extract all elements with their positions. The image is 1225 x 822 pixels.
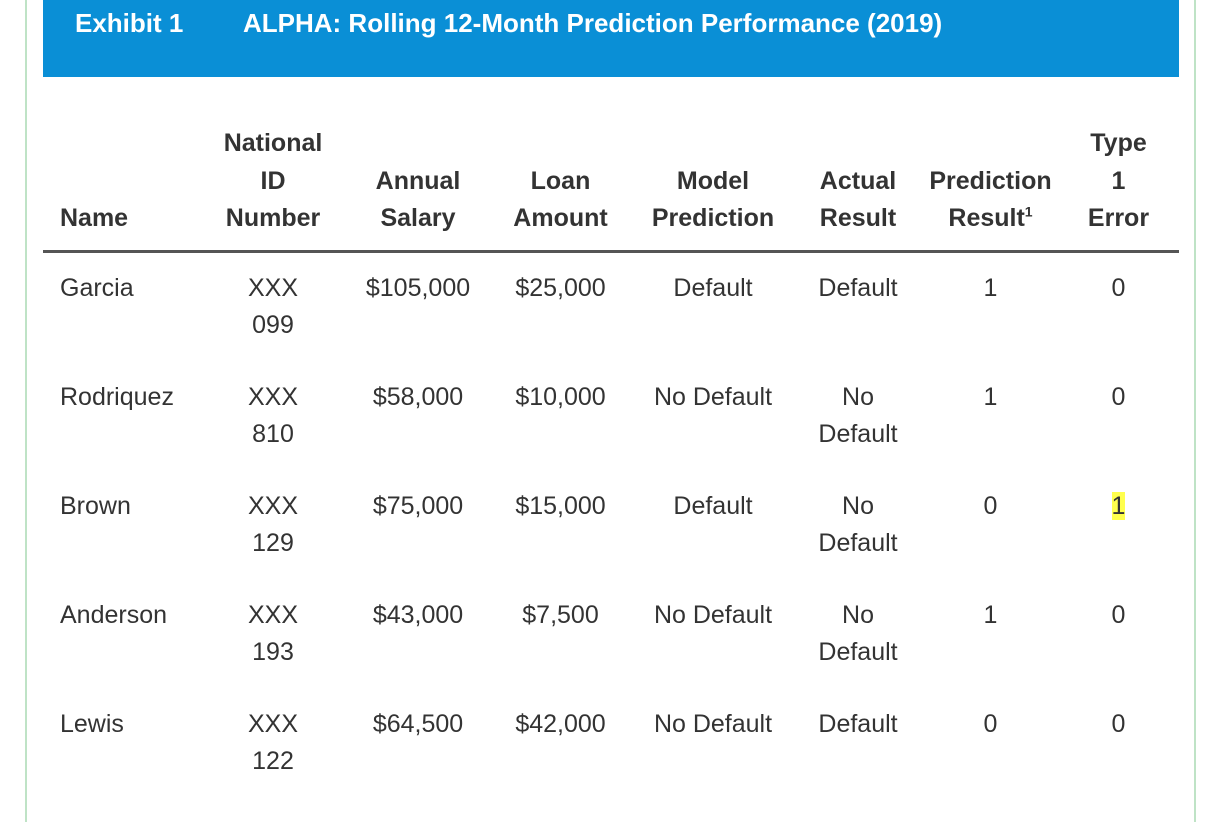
cell-annual-salary: $64,500 (372, 709, 464, 738)
cell-name: Garcia (60, 273, 134, 302)
header-prediction-result: Prediction Result1 (923, 125, 1058, 253)
footnote-marker: 1 (1024, 203, 1033, 220)
cell-model-prediction: No Default (653, 600, 773, 629)
cell-annual-salary: $105,000 (365, 273, 471, 302)
cell-type1-error: 0 (1111, 273, 1126, 302)
header-national-id: National ID Number (198, 125, 348, 253)
table-row: Anderson XXX 193 $43,000 $7,500 No Defaul… (43, 581, 1179, 690)
cell-annual-salary: $58,000 (372, 382, 464, 411)
cell-actual-result: Default (818, 273, 898, 302)
cell-actual-result: No Default (818, 491, 898, 558)
exhibit-label: Exhibit 1 (75, 8, 184, 38)
table-row: Brown XXX 129 $75,000 $15,000 Default No D… (43, 472, 1179, 581)
left-frame-border (25, 0, 27, 822)
cell-model-prediction: Default (673, 273, 753, 302)
cell-loan-amount: $25,000 (515, 273, 606, 302)
highlighted-type1-error: 1 (1111, 491, 1126, 520)
cell-prediction-result: 0 (983, 491, 998, 520)
exhibit-title: ALPHA: Rolling 12-Month Prediction Perfo… (243, 8, 943, 38)
cell-prediction-result: 0 (983, 709, 998, 738)
cell-type1-error: 1 (1058, 472, 1179, 581)
cell-model-prediction: No Default (653, 709, 773, 738)
prediction-performance-table: Name National ID Number Annual Salary Lo… (43, 125, 1179, 799)
cell-prediction-result: 1 (983, 382, 998, 411)
header-actual-result: Actual Result (793, 125, 923, 253)
table-header-row: Name National ID Number Annual Salary Lo… (43, 125, 1179, 253)
cell-actual-result: No Default (818, 600, 898, 667)
table-row: Lewis XXX 122 $64,500 $42,000 No Default … (43, 690, 1179, 799)
cell-national-id: XXX 193 (247, 600, 299, 667)
cell-type1-error: 0 (1111, 709, 1126, 738)
cell-loan-amount: $42,000 (515, 709, 606, 738)
cell-type1-error: 0 (1111, 382, 1126, 411)
cell-name: Rodriquez (60, 382, 174, 411)
exhibit-banner: Exhibit 1 ALPHA: Rolling 12-Month Predic… (43, 0, 1179, 77)
header-loan-amount: Loan Amount (488, 125, 633, 253)
cell-actual-result: No Default (818, 382, 898, 449)
cell-prediction-result: 1 (983, 600, 998, 629)
cell-name: Lewis (60, 709, 124, 738)
header-name: Name (43, 125, 198, 253)
cell-national-id: XXX 129 (247, 491, 299, 558)
cell-name: Brown (60, 491, 131, 520)
cell-prediction-result: 1 (983, 273, 998, 302)
table-row: Rodriquez XXX 810 $58,000 $10,000 No Defa… (43, 363, 1179, 472)
header-model-prediction: Model Prediction (633, 125, 793, 253)
cell-annual-salary: $43,000 (372, 600, 464, 629)
cell-loan-amount: $7,500 (522, 600, 599, 629)
table-row: Garcia XXX 099 $105,000 $25,000 Default D… (43, 251, 1179, 363)
header-annual-salary: Annual Salary (348, 125, 488, 253)
right-frame-border (1194, 0, 1196, 822)
cell-actual-result: Default (818, 709, 898, 738)
cell-national-id: XXX 810 (247, 382, 299, 449)
cell-loan-amount: $10,000 (515, 382, 606, 411)
cell-type1-error: 0 (1111, 600, 1126, 629)
cell-national-id: XXX 099 (247, 273, 299, 340)
cell-loan-amount: $15,000 (515, 491, 606, 520)
cell-annual-salary: $75,000 (372, 491, 464, 520)
cell-model-prediction: No Default (653, 382, 773, 411)
prediction-performance-table-container: Name National ID Number Annual Salary Lo… (43, 125, 1179, 799)
cell-national-id: XXX 122 (247, 709, 299, 776)
cell-model-prediction: Default (673, 491, 753, 520)
header-type1-error: Type 1 Error (1058, 125, 1179, 253)
cell-name: Anderson (60, 600, 168, 629)
